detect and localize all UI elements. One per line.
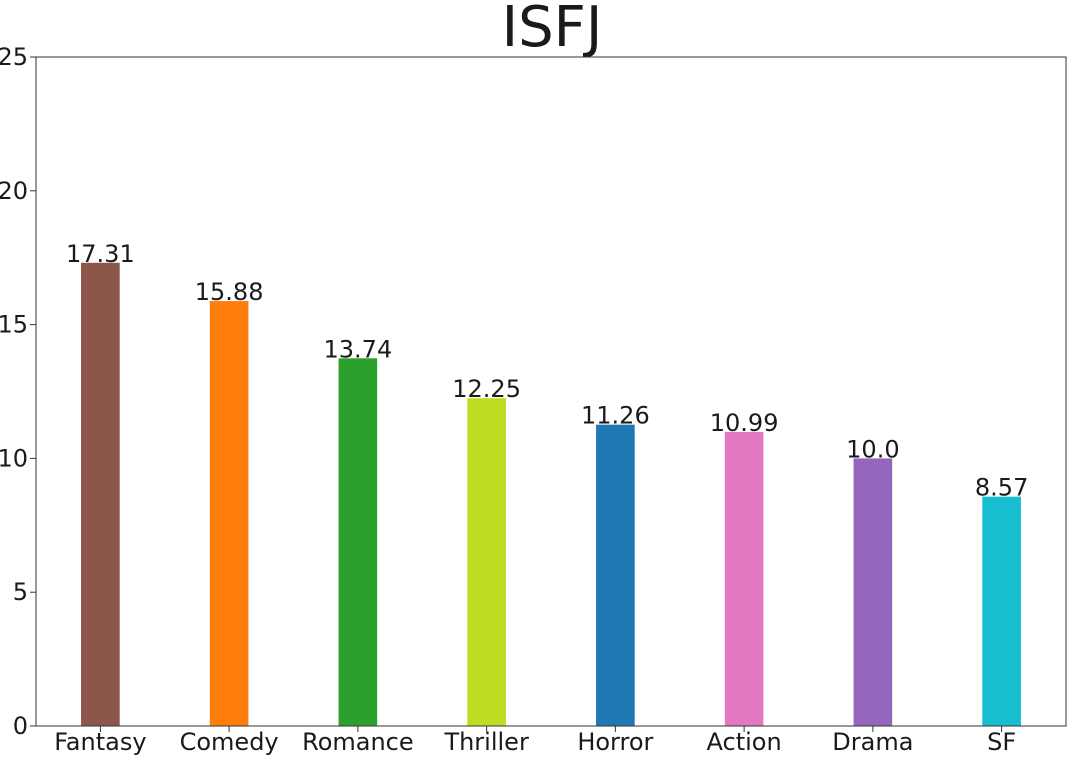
bar-fantasy [81,262,120,726]
bar-value-label: 11.26 [581,402,650,430]
x-tick-label: Thriller [443,728,529,756]
x-tick-label: Romance [302,728,414,756]
y-tick-label: 25 [0,43,28,71]
x-tick-label: Drama [832,728,913,756]
bar-sf [982,496,1021,726]
x-tick-label: Horror [577,728,653,756]
chart-title: ISFJ [502,0,603,60]
bar-thriller [467,398,506,726]
y-tick-label: 0 [13,712,28,740]
x-tick-label: Action [707,728,782,756]
axes-frame [35,56,1067,727]
bar-action [724,431,764,726]
y-tick-label: 10 [0,444,28,472]
bar-value-label: 12.25 [452,375,521,403]
x-tick-label: SF [987,728,1016,756]
bar-value-label: 8.57 [975,474,1028,502]
plot-area: 17.31 15.88 13.74 12.25 11.26 10.99 10.0 8.57 0 5… [0,43,1067,756]
y-tick-label: 5 [13,578,28,606]
y-tick-label: 15 [0,311,28,339]
bar-drama [853,458,893,726]
x-tick-label: Comedy [180,728,279,756]
bar-comedy [209,301,249,726]
bar-value-label: 17.31 [66,240,135,268]
x-tick-label: Fantasy [54,728,146,756]
bar-value-label: 10.0 [846,435,899,463]
y-tick-label: 20 [0,177,28,205]
bar-value-label: 10.99 [710,409,779,437]
bar-value-label: 15.88 [195,278,264,306]
bar-romance [338,358,378,726]
bar-value-label: 13.74 [324,335,393,363]
bar-horror [596,424,635,726]
